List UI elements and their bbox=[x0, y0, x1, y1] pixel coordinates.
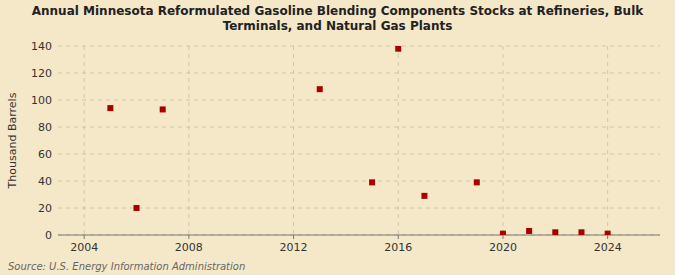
x-tick-label: 2020 bbox=[489, 241, 517, 254]
x-tick-label: 2016 bbox=[384, 241, 412, 254]
y-grid-line bbox=[58, 127, 660, 128]
x-tick-label: 2012 bbox=[280, 241, 308, 254]
x-tick bbox=[293, 235, 294, 239]
x-tick bbox=[84, 235, 85, 239]
point bbox=[134, 205, 140, 211]
x-grid-line bbox=[502, 46, 503, 235]
x-tick-label: 2004 bbox=[70, 241, 98, 254]
y-tick-label: 140 bbox=[31, 40, 52, 53]
source-note: Source: U.S. Energy Information Administ… bbox=[8, 261, 245, 272]
x-tick bbox=[607, 235, 608, 239]
x-axis-line bbox=[58, 235, 660, 236]
point bbox=[395, 46, 401, 52]
point bbox=[317, 86, 323, 92]
y-grid-line bbox=[58, 46, 660, 47]
y-grid-line bbox=[58, 73, 660, 74]
y-tick-label: 0 bbox=[45, 229, 52, 242]
point bbox=[605, 231, 611, 235]
axes: 2004 2008 2012 2016 2020 2024 0 20 40 60 80 100 120 1… bbox=[31, 40, 622, 254]
y-grid-line bbox=[58, 100, 660, 101]
x-tick bbox=[398, 235, 399, 239]
point bbox=[107, 105, 113, 111]
point bbox=[421, 193, 427, 199]
title-line: Terminals, and Natural Gas Plants bbox=[223, 19, 453, 33]
y-grid-line bbox=[58, 235, 660, 236]
point bbox=[500, 231, 506, 235]
x-grid-line bbox=[84, 46, 85, 235]
title-line: Annual Minnesota Reformulated Gasoline B… bbox=[32, 4, 645, 18]
y-tick-label: 40 bbox=[38, 175, 52, 188]
y-tick-label: 60 bbox=[38, 148, 52, 161]
y-tick-label: 80 bbox=[38, 121, 52, 134]
point bbox=[369, 179, 375, 185]
x-grid-line bbox=[188, 46, 189, 235]
x-grid-line bbox=[293, 46, 294, 235]
point bbox=[552, 229, 558, 235]
point bbox=[474, 179, 480, 185]
chart: 2004 2008 2012 2016 2020 2024 0 20 40 60 80 100 120 1… bbox=[0, 0, 675, 275]
x-tick bbox=[188, 235, 189, 239]
x-grid-line bbox=[607, 46, 608, 235]
y-tick-label: 20 bbox=[38, 202, 52, 215]
points bbox=[107, 46, 610, 235]
x-tick bbox=[502, 235, 503, 239]
y-grid-line bbox=[58, 208, 660, 209]
y-tick-label: 120 bbox=[31, 67, 52, 80]
x-tick-label: 2024 bbox=[594, 241, 622, 254]
point bbox=[578, 229, 584, 235]
x-tick-label: 2008 bbox=[175, 241, 203, 254]
title: Annual Minnesota Reformulated Gasoline B… bbox=[32, 4, 645, 33]
y-grid-line bbox=[58, 154, 660, 155]
point bbox=[526, 228, 532, 234]
y-grid-line bbox=[58, 181, 660, 182]
x-grid-line bbox=[398, 46, 399, 235]
point bbox=[160, 106, 166, 112]
y-axis-label: Thousand Barrels bbox=[6, 92, 19, 189]
grid bbox=[58, 46, 660, 235]
y-tick-label: 100 bbox=[31, 94, 52, 107]
